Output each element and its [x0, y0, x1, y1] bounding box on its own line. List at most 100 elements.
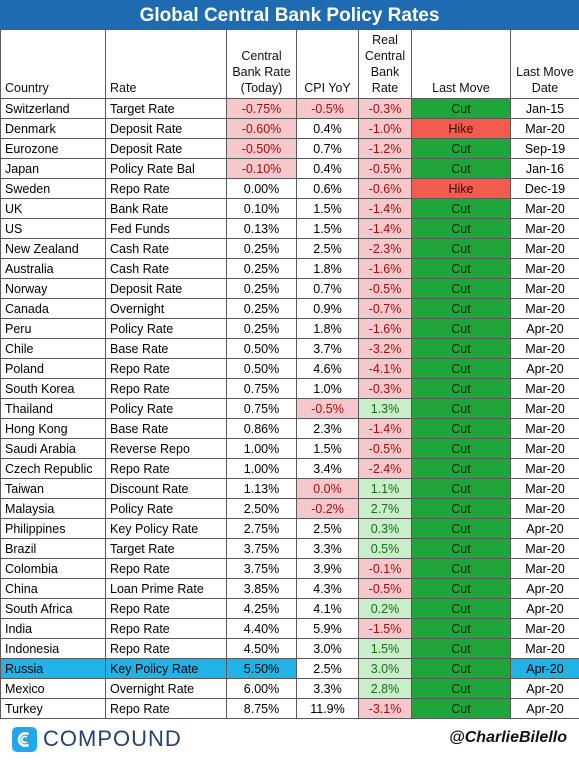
- cell-last-move: Cut: [411, 458, 511, 479]
- header-policy-rate-line: (Today): [240, 81, 283, 95]
- cell-country: Brazil: [0, 538, 106, 559]
- cell-rate: Repo Rate: [105, 378, 227, 399]
- cell-last-move-date: Jan-15: [510, 98, 579, 119]
- cell-rate: Cash Rate: [105, 238, 227, 259]
- table-row: Saudi Arabia Reverse Repo 1.00% 1.5% -0.5% Cu…: [0, 438, 579, 459]
- cell-country: Saudi Arabia: [0, 438, 106, 459]
- cell-rate: Policy Rate: [105, 318, 227, 339]
- cell-last-move: Cut: [411, 238, 511, 259]
- cell-real-rate: -0.3%: [358, 98, 412, 119]
- cell-cpi: -0.5%: [296, 98, 359, 119]
- compound-logo-text: COMPOUND: [43, 726, 182, 751]
- header-real-rate-line: Real: [372, 33, 398, 47]
- header-country: Country: [0, 29, 106, 99]
- table-row: Australia Cash Rate 0.25% 1.8% -1.6% Cut Mar-2…: [0, 258, 579, 279]
- cell-real-rate: -4.1%: [358, 358, 412, 379]
- table-row: South Africa Repo Rate 4.25% 4.1% 0.2% Cut Apr…: [0, 598, 579, 619]
- cell-last-move-date: Mar-20: [510, 398, 579, 419]
- cell-last-move: Cut: [411, 378, 511, 399]
- cell-real-rate: 1.5%: [358, 638, 412, 659]
- cell-last-move-date: Mar-20: [510, 118, 579, 139]
- cell-rate: Repo Rate: [105, 698, 227, 719]
- cell-country: UK: [0, 198, 106, 219]
- cell-last-move: Cut: [411, 158, 511, 179]
- cell-last-move-date: Apr-20: [510, 578, 579, 599]
- table-row: Russia Key Policy Rate 5.50% 2.5% 3.0% Cut Apr…: [0, 658, 579, 679]
- cell-cpi: 2.5%: [296, 658, 359, 679]
- cell-rate: Base Rate: [105, 338, 227, 359]
- table-row: Colombia Repo Rate 3.75% 3.9% -0.1% Cut Mar-20: [0, 558, 579, 579]
- cell-cpi: 11.9%: [296, 698, 359, 719]
- cell-real-rate: -2.4%: [358, 458, 412, 479]
- table-header-row: Country Rate Central Bank Rate (Today) C…: [0, 29, 579, 99]
- table-row: Japan Policy Rate Bal -0.10% 0.4% -0.5% Cut Ja…: [0, 158, 579, 179]
- cell-last-move: Cut: [411, 298, 511, 319]
- cell-policy-rate: 0.00%: [226, 178, 297, 199]
- cell-last-move-date: Apr-20: [510, 518, 579, 539]
- cell-policy-rate: 6.00%: [226, 678, 297, 699]
- cell-last-move-date: Mar-20: [510, 278, 579, 299]
- cell-country: China: [0, 578, 106, 599]
- table-row: US Fed Funds 0.13% 1.5% -1.4% Cut Mar-20: [0, 218, 579, 239]
- cell-cpi: 2.5%: [296, 238, 359, 259]
- table-row: Denmark Deposit Rate -0.60% 0.4% -1.0% Hike Ma…: [0, 118, 579, 139]
- cell-policy-rate: 8.75%: [226, 698, 297, 719]
- cell-real-rate: -0.5%: [358, 278, 412, 299]
- cell-last-move-date: Apr-20: [510, 678, 579, 699]
- cell-last-move: Cut: [411, 578, 511, 599]
- cell-rate: Key Policy Rate: [105, 518, 227, 539]
- cell-policy-rate: 0.75%: [226, 378, 297, 399]
- cell-last-move-date: Apr-20: [510, 598, 579, 619]
- cell-policy-rate: 4.40%: [226, 618, 297, 639]
- cell-policy-rate: 0.25%: [226, 238, 297, 259]
- cell-last-move: Cut: [411, 138, 511, 159]
- cell-last-move: Cut: [411, 218, 511, 239]
- cell-rate: Policy Rate: [105, 398, 227, 419]
- table-row: Indonesia Repo Rate 4.50% 3.0% 1.5% Cut Mar-20: [0, 638, 579, 659]
- cell-last-move: Cut: [411, 338, 511, 359]
- cell-last-move: Cut: [411, 678, 511, 699]
- cell-last-move-date: Mar-20: [510, 198, 579, 219]
- cell-rate: Base Rate: [105, 418, 227, 439]
- cell-country: Indonesia: [0, 638, 106, 659]
- cell-real-rate: -1.4%: [358, 218, 412, 239]
- cell-cpi: 0.0%: [296, 478, 359, 499]
- header-last-move-date-line: Last Move: [516, 65, 574, 79]
- cell-country: South Africa: [0, 598, 106, 619]
- table-row: Switzerland Target Rate -0.75% -0.5% -0.3% Cu…: [0, 98, 579, 119]
- cell-policy-rate: 3.75%: [226, 558, 297, 579]
- cell-country: Taiwan: [0, 478, 106, 499]
- cell-real-rate: -0.5%: [358, 158, 412, 179]
- cell-cpi: 5.9%: [296, 618, 359, 639]
- cell-last-move-date: Mar-20: [510, 378, 579, 399]
- cell-country: Switzerland: [0, 98, 106, 119]
- cell-cpi: -0.2%: [296, 498, 359, 519]
- cell-country: Mexico: [0, 678, 106, 699]
- cell-rate: Repo Rate: [105, 638, 227, 659]
- cell-last-move-date: Mar-20: [510, 338, 579, 359]
- cell-country: Hong Kong: [0, 418, 106, 439]
- cell-last-move-date: Mar-20: [510, 638, 579, 659]
- cell-cpi: 2.3%: [296, 418, 359, 439]
- cell-real-rate: -1.5%: [358, 618, 412, 639]
- cell-last-move: Cut: [411, 258, 511, 279]
- cell-cpi: 2.5%: [296, 518, 359, 539]
- cell-rate: Discount Rate: [105, 478, 227, 499]
- cell-rate: Deposit Rate: [105, 138, 227, 159]
- cell-country: South Korea: [0, 378, 106, 399]
- cell-policy-rate: 0.25%: [226, 278, 297, 299]
- cell-country: Japan: [0, 158, 106, 179]
- cell-policy-rate: 0.10%: [226, 198, 297, 219]
- cell-cpi: 1.5%: [296, 218, 359, 239]
- cell-country: New Zealand: [0, 238, 106, 259]
- cell-rate: Deposit Rate: [105, 118, 227, 139]
- cell-real-rate: -0.3%: [358, 378, 412, 399]
- cell-cpi: 0.6%: [296, 178, 359, 199]
- cell-last-move-date: Mar-20: [510, 238, 579, 259]
- cell-policy-rate: 0.13%: [226, 218, 297, 239]
- cell-last-move-date: Mar-20: [510, 418, 579, 439]
- cell-country: India: [0, 618, 106, 639]
- header-last-move-date-line: Date: [531, 81, 559, 95]
- cell-rate: Bank Rate: [105, 198, 227, 219]
- cell-policy-rate: 4.25%: [226, 598, 297, 619]
